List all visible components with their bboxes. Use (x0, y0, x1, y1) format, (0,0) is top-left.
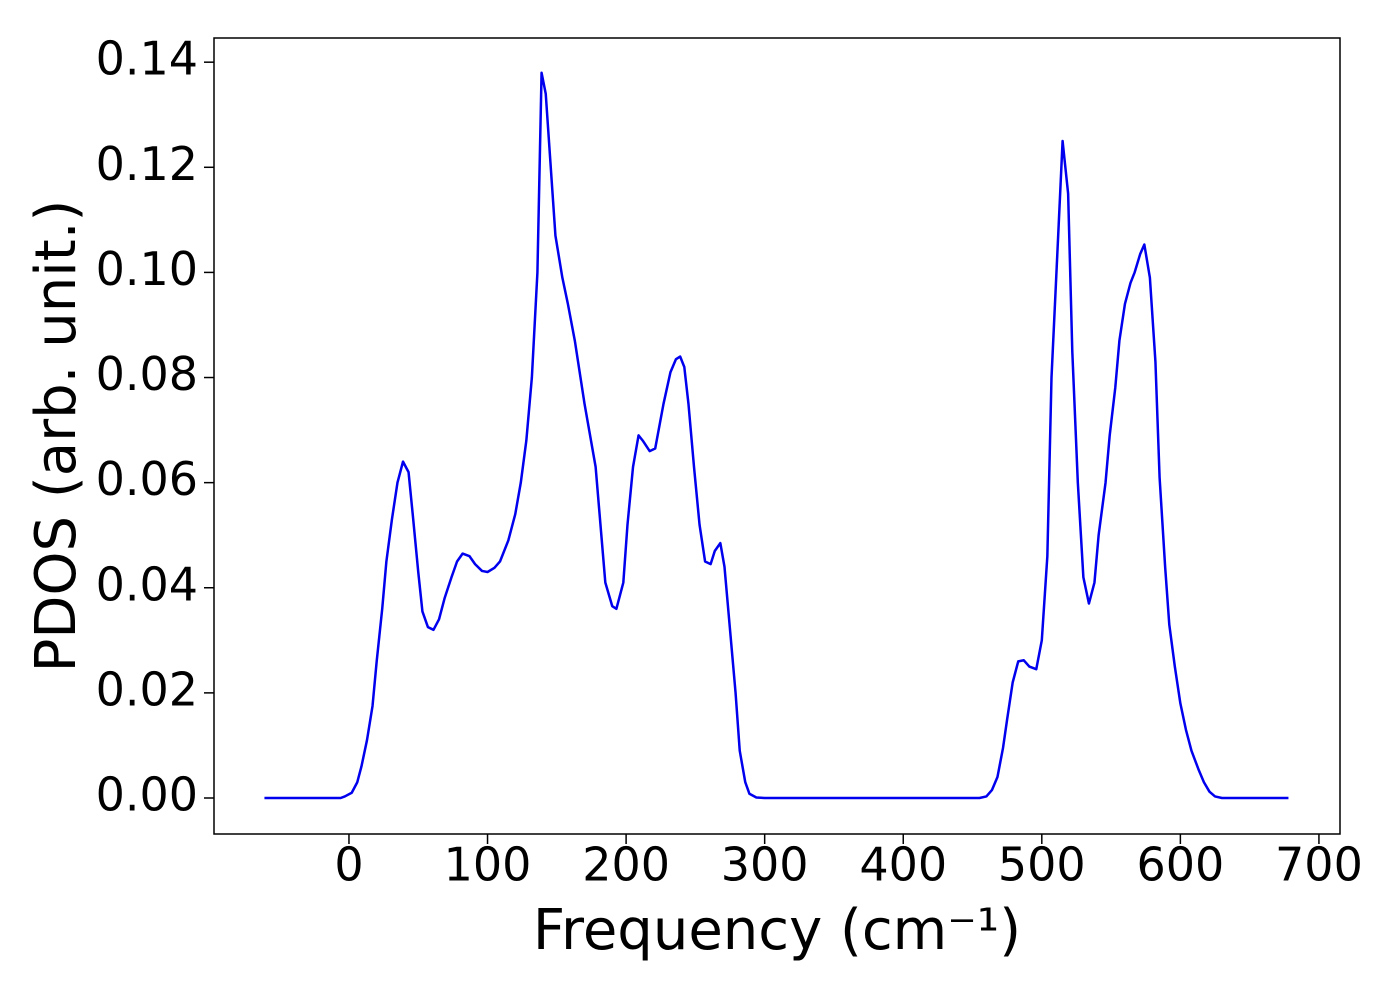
y-tick-label: 0.08 (96, 347, 198, 401)
x-tick-label: 200 (582, 838, 670, 892)
x-axis-label: Frequency (cm⁻¹) (533, 898, 1021, 963)
x-tick-label: 0 (334, 838, 363, 892)
y-tick-label: 0.04 (96, 557, 198, 611)
x-tick-label: 600 (1136, 838, 1224, 892)
y-tick-label: 0.06 (96, 452, 198, 506)
x-tick-label: 400 (859, 838, 947, 892)
x-tick-label: 300 (721, 838, 809, 892)
y-tick-label: 0.00 (96, 767, 198, 821)
y-tick-label: 0.14 (96, 32, 198, 86)
y-tick-label: 0.02 (96, 662, 198, 716)
line-series (264, 71, 1289, 800)
y-tick-label: 0.12 (96, 137, 198, 191)
x-tick-label: 700 (1275, 838, 1363, 892)
plot-frame (213, 37, 1341, 835)
x-tick-label: 100 (444, 838, 532, 892)
y-axis-label: PDOS (arb. unit.) (24, 200, 89, 673)
y-tick-label: 0.10 (96, 242, 198, 296)
x-tick-label: 500 (998, 838, 1086, 892)
